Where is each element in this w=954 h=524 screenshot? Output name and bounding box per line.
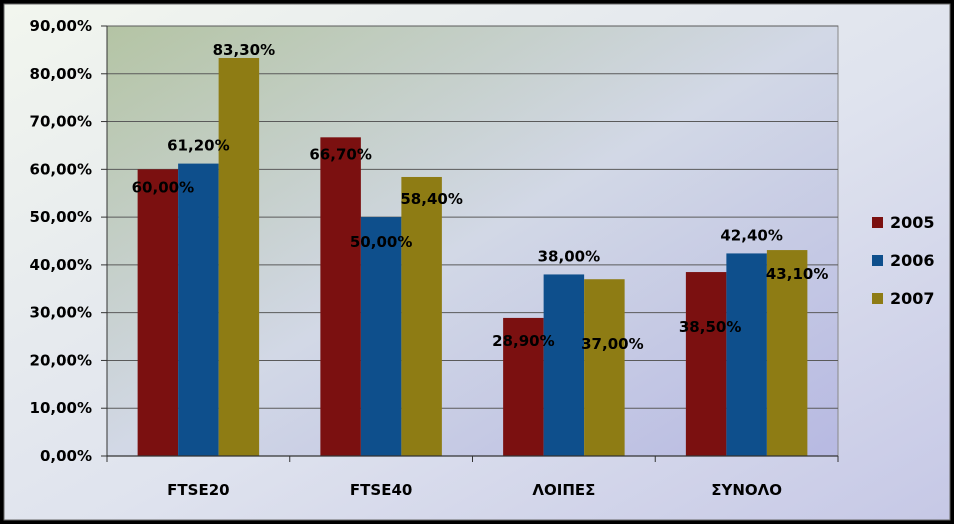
- axes: [101, 25, 839, 462]
- y-tick-label: 30,00%: [30, 304, 92, 322]
- x-category-label: ΣΥΝΟΛΟ: [711, 481, 782, 499]
- legend: 2005 2006 2007: [872, 213, 935, 308]
- y-tick-label: 80,00%: [30, 65, 92, 83]
- x-category-label: ΛΟΙΠΕΣ: [532, 481, 595, 499]
- data-label: 28,90%: [492, 332, 554, 350]
- data-label: 83,30%: [213, 41, 275, 59]
- y-tick-label: 50,00%: [30, 208, 92, 226]
- y-tick-labels: 0,00% 10,00% 20,00% 30,00% 40,00% 50,00% 60,00…: [30, 17, 92, 465]
- x-category-label: FTSE20: [167, 481, 229, 499]
- legend-swatch: [872, 293, 883, 304]
- data-label: 60,00%: [132, 178, 194, 196]
- x-category-label: FTSE40: [350, 481, 412, 499]
- data-label: 37,00%: [581, 335, 643, 353]
- x-category-labels: FTSE20 FTSE40 ΛΟΙΠΕΣ ΣΥΝΟΛΟ: [167, 481, 782, 499]
- data-label: 38,00%: [538, 247, 600, 265]
- data-label: 50,00%: [350, 233, 412, 251]
- legend-label: 2005: [890, 213, 935, 232]
- data-label: 66,70%: [309, 145, 371, 163]
- bar: [218, 58, 260, 457]
- bar: [543, 274, 585, 456]
- legend-swatch: [872, 255, 883, 266]
- data-label: 43,10%: [766, 265, 828, 283]
- data-labels: 60,00% 61,20% 83,30% 66,70% 50,00% 58,40% 28,9…: [132, 41, 829, 353]
- bars: [137, 58, 808, 457]
- bar: [178, 163, 219, 456]
- bar: [137, 169, 179, 457]
- y-tick-label: 40,00%: [30, 256, 92, 274]
- bar: [320, 137, 361, 457]
- bar: [584, 279, 625, 456]
- bar: [360, 217, 402, 456]
- data-label: 61,20%: [167, 137, 229, 155]
- legend-swatch: [872, 217, 883, 228]
- data-label: 42,40%: [720, 226, 782, 244]
- y-tick-label: 0,00%: [40, 447, 92, 465]
- bar: [401, 176, 442, 456]
- bar: [726, 253, 767, 456]
- y-tick-label: 70,00%: [30, 113, 92, 131]
- y-tick-label: 10,00%: [30, 399, 92, 417]
- bar: [766, 250, 808, 456]
- y-tick-label: 60,00%: [30, 160, 92, 178]
- y-tick-label: 90,00%: [30, 17, 92, 35]
- data-label: 38,50%: [679, 318, 741, 336]
- legend-label: 2007: [890, 289, 935, 308]
- bar: [503, 317, 544, 456]
- y-tick-label: 20,00%: [30, 351, 92, 369]
- bar: [685, 272, 727, 456]
- legend-label: 2006: [890, 251, 935, 270]
- data-label: 58,40%: [400, 190, 462, 208]
